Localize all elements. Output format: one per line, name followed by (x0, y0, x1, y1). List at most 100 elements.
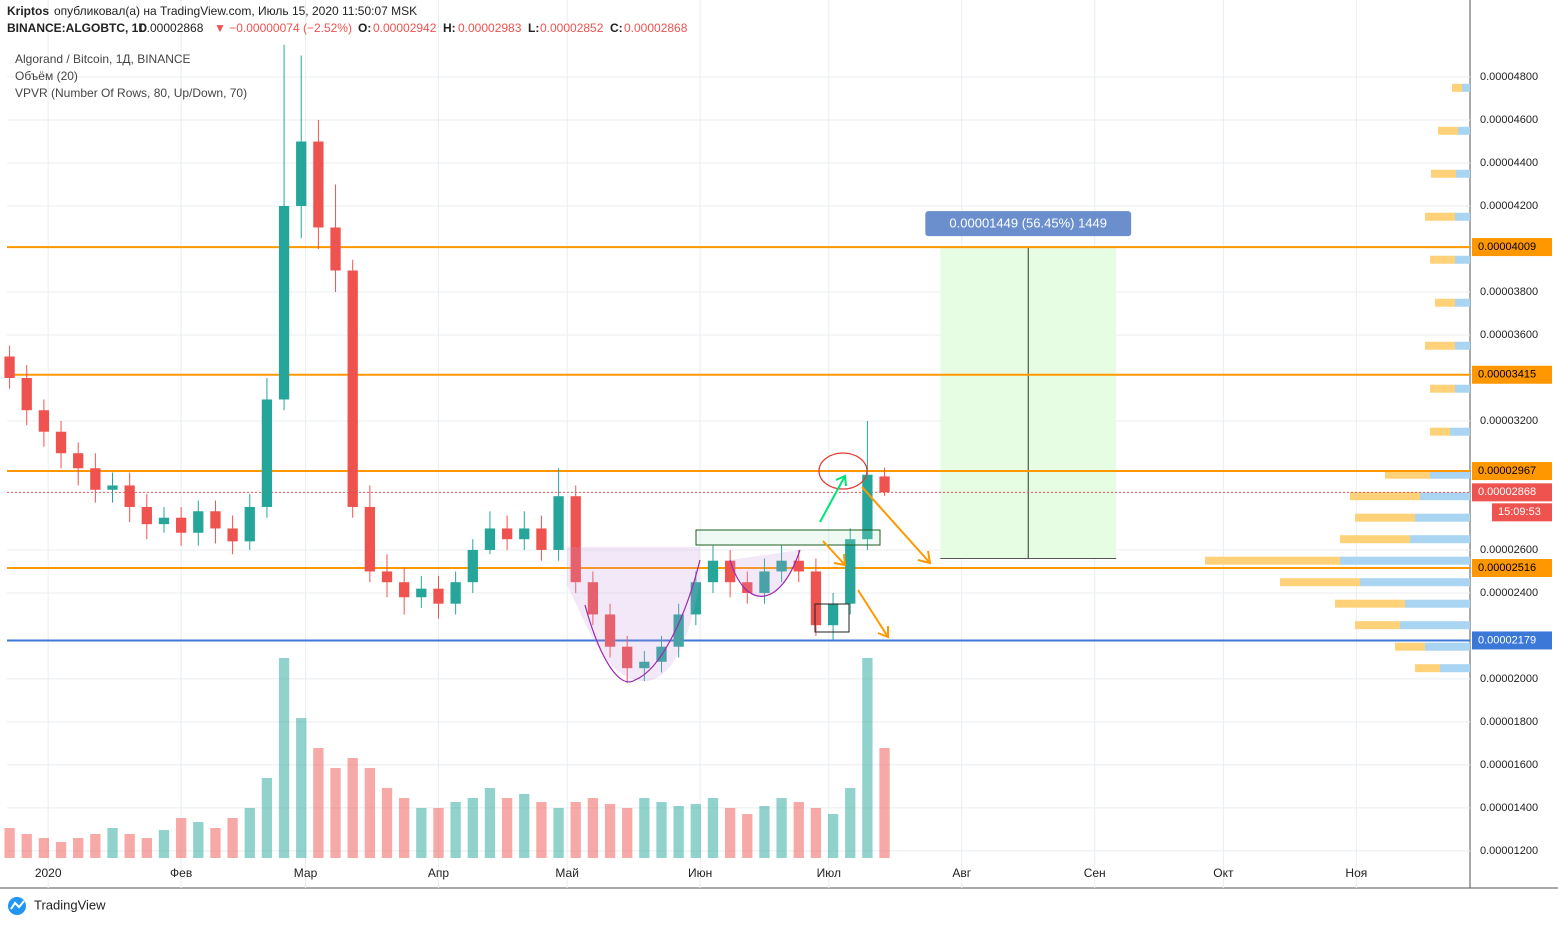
volume-bar (158, 830, 170, 858)
ohlc-key: L: (528, 21, 539, 35)
measure-label-box (925, 211, 1132, 237)
candle-body (38, 410, 50, 432)
vpvr-up (1455, 298, 1470, 307)
y-tick-label: 0.00001600 (1480, 759, 1538, 771)
vpvr-down (1425, 212, 1455, 221)
volume-bar (827, 814, 839, 858)
candle-body (4, 356, 15, 378)
volume-bar (776, 798, 787, 858)
measure-label: 0.00001449 (56.45%) 1449 (949, 216, 1107, 231)
candle-body (364, 506, 376, 572)
volume-bar (467, 798, 478, 858)
vpvr-down (1452, 83, 1462, 92)
candle-body (227, 528, 238, 542)
vpvr-down (1395, 642, 1425, 651)
volume-bar (227, 818, 238, 858)
candle-body (278, 206, 290, 400)
indicator: VPVR (Number Of Rows, 80, Up/Down, 70) (15, 86, 247, 100)
level-label-box (1472, 238, 1552, 257)
candle-body (879, 476, 890, 493)
vpvr-down (1438, 126, 1458, 135)
brand: TradingView (34, 897, 106, 912)
candle-body (175, 517, 187, 533)
candle-body (519, 528, 530, 540)
candle-body (244, 506, 255, 542)
candle-body (587, 582, 599, 615)
candle-body (827, 603, 839, 626)
x-tick-label: Фев (170, 866, 192, 880)
candle-body (536, 528, 547, 550)
green-arrow (819, 474, 847, 523)
candle-body (450, 582, 461, 604)
volume-bar (175, 818, 187, 858)
vpvr-down (1430, 384, 1455, 393)
vpvr-up (1458, 126, 1470, 135)
volume-bar (519, 794, 530, 858)
volume-bar (587, 798, 599, 858)
candle-body (73, 453, 84, 469)
volume-bar (656, 802, 667, 858)
volume-bar (107, 828, 118, 858)
candle-body (570, 496, 581, 583)
volume-bar (742, 814, 753, 858)
volume-bar (124, 834, 135, 858)
level-label: 0.00003415 (1478, 369, 1536, 381)
candle-body (484, 528, 496, 550)
level-label-box (1472, 631, 1552, 650)
x-tick-label: Ноя (1345, 866, 1367, 880)
candle-body (724, 560, 736, 583)
vpvr-down (1431, 169, 1456, 178)
vpvr-down (1355, 621, 1400, 630)
cup-curve (584, 559, 701, 683)
candle-body (313, 141, 324, 228)
vpvr-down (1335, 599, 1405, 608)
vpvr-up (1462, 83, 1470, 92)
author: Kriptos (7, 4, 49, 18)
level-label-box (1472, 559, 1552, 578)
volume-bar (244, 808, 255, 858)
vpvr-up (1405, 599, 1470, 608)
ohlc-key: O: (358, 21, 371, 35)
ohlc-value: 0.00002983 (458, 21, 522, 35)
volume-bar (673, 806, 684, 858)
volume-bar (21, 834, 32, 858)
ohlc-value: 0.00002868 (624, 21, 688, 35)
x-tick-label: Мар (294, 866, 318, 880)
vpvr-up (1450, 427, 1470, 436)
volume-bar (296, 718, 307, 858)
volume-bar (193, 822, 204, 858)
candle-body (210, 511, 221, 529)
candle-body (553, 496, 564, 550)
vpvr-up (1340, 556, 1470, 565)
volume-bar (501, 798, 513, 858)
chart-title: Algorand / Bitcoin, 1Д, BINANCE (15, 52, 191, 66)
candle-body (622, 646, 633, 669)
y-tick-label: 0.00001200 (1480, 845, 1538, 857)
volume-bar (604, 804, 616, 858)
candle-body (793, 560, 804, 572)
volume-bar (553, 808, 564, 858)
y-tick-label: 0.00003800 (1480, 286, 1538, 298)
vpvr-down (1415, 664, 1440, 673)
candle-body (604, 614, 616, 647)
volume-bar (570, 802, 581, 858)
candle-body (467, 549, 478, 583)
y-tick-label: 0.00003200 (1480, 415, 1538, 427)
change: ▼ −0.00000074 (−2.52%) (214, 21, 352, 35)
vpvr-down (1435, 298, 1455, 307)
candle-body (347, 270, 358, 507)
volume-bar (347, 758, 358, 858)
volume-bar (261, 778, 273, 858)
candle-body (381, 571, 393, 583)
highlight-ellipse (818, 452, 868, 490)
y-tick-label: 0.00004600 (1480, 114, 1538, 126)
y-tick-label: 0.00002000 (1480, 673, 1538, 685)
candle-body (21, 377, 32, 411)
x-tick-label: Окт (1213, 866, 1234, 880)
volume-bar (879, 748, 890, 858)
candle-body (673, 614, 684, 647)
volume-bar (141, 838, 152, 858)
x-tick-label: Сен (1084, 866, 1106, 880)
volume-bar (90, 834, 101, 858)
